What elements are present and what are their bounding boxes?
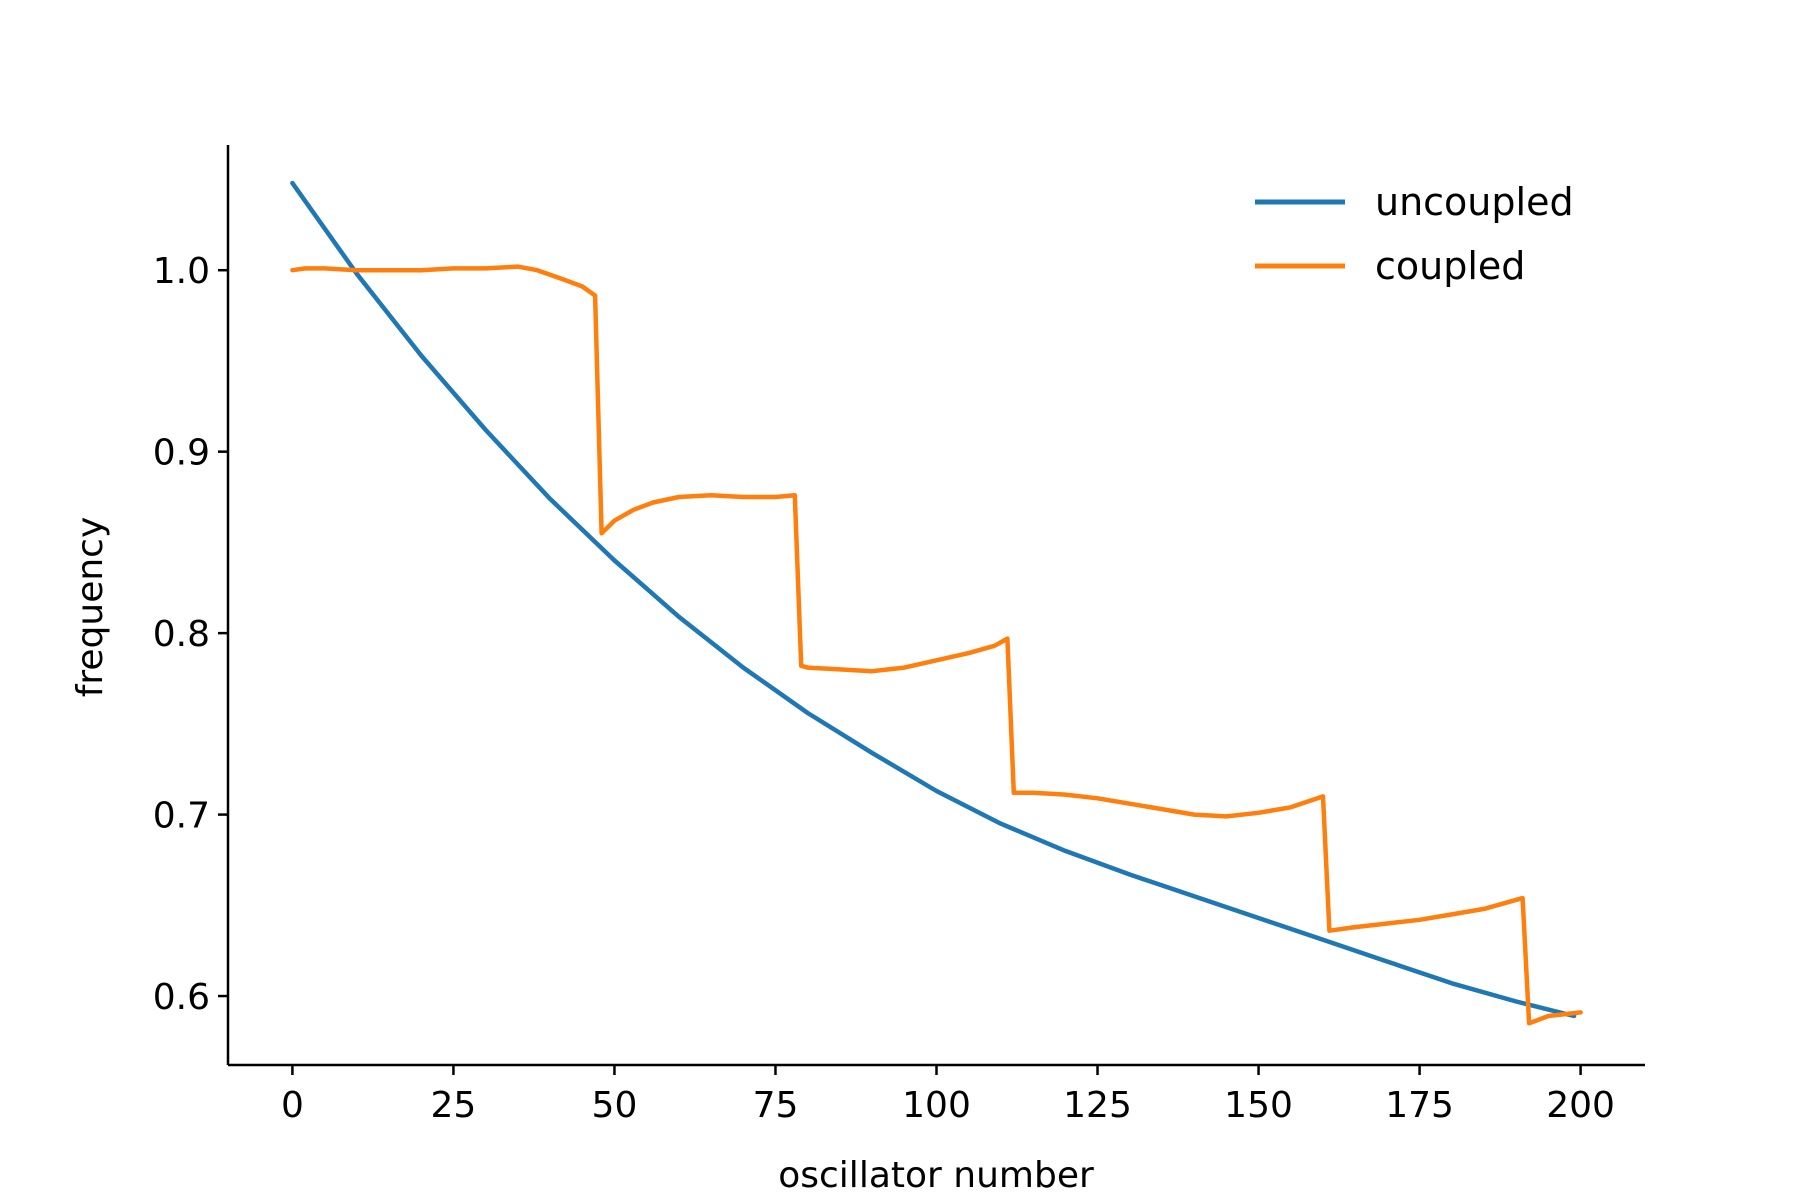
- x-tick-label: 100: [902, 1085, 971, 1126]
- x-tick-label: 50: [592, 1085, 638, 1126]
- x-tick-label: 150: [1224, 1085, 1293, 1126]
- y-axis-label: frequency: [70, 517, 111, 698]
- ticks-layer: 0 25 50 75 100 125 150 175 200 0.6 0.7 0.8 0.9 1.0: [153, 251, 1615, 1126]
- legend: uncoupled coupled: [1255, 180, 1574, 288]
- x-tick-label: 0: [281, 1085, 304, 1126]
- y-tick-label: 0.7: [153, 796, 210, 837]
- y-tick-label: 0.9: [153, 433, 210, 474]
- y-tick-label: 0.6: [153, 977, 210, 1018]
- series-line-coupled: [290, 264, 1583, 1026]
- x-tick-label: 200: [1546, 1085, 1615, 1126]
- x-tick-label: 25: [431, 1085, 477, 1126]
- y-tick-label: 0.8: [153, 614, 210, 655]
- x-tick-label: 125: [1063, 1085, 1132, 1126]
- y-tick-label: 1.0: [153, 251, 210, 292]
- x-tick-label: 75: [753, 1085, 799, 1126]
- x-tick-label: 175: [1385, 1085, 1454, 1126]
- legend-label-coupled: coupled: [1375, 244, 1525, 288]
- legend-label-uncoupled: uncoupled: [1375, 180, 1574, 224]
- series-line-uncoupled: [290, 180, 1577, 1019]
- x-axis-label: oscillator number: [778, 1155, 1094, 1196]
- series-layer: [290, 180, 1583, 1026]
